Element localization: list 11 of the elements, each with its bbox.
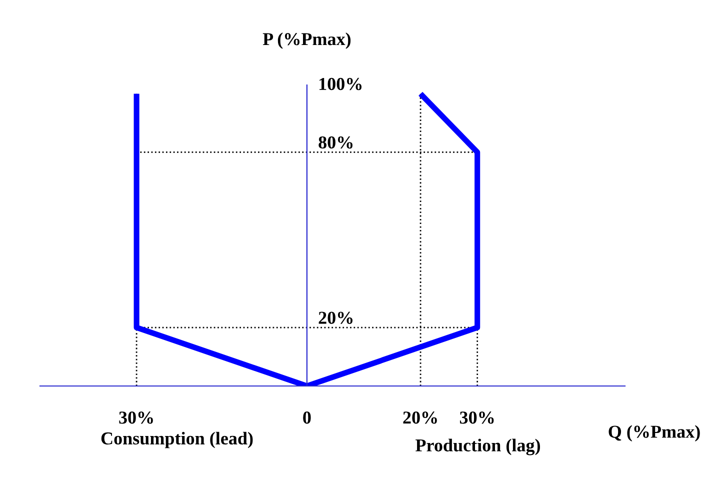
y-axis-title: P (%Pmax)	[262, 32, 351, 49]
x-tick-label: 0	[303, 412, 311, 424]
y-tick-label: 80%	[318, 136, 352, 149]
x-tick-label: 30%	[119, 412, 153, 424]
y-tick-label: 100%	[320, 78, 362, 90]
text: Consumption (lead)	[101, 432, 253, 448]
text: Production (lag)	[416, 438, 540, 456]
x-axis-title: Q (%Pmax)	[608, 425, 700, 442]
y-tick-label: 20%	[318, 312, 352, 324]
x-tick-label: 30%	[460, 412, 494, 424]
x-tick-label: 20%	[403, 412, 437, 424]
